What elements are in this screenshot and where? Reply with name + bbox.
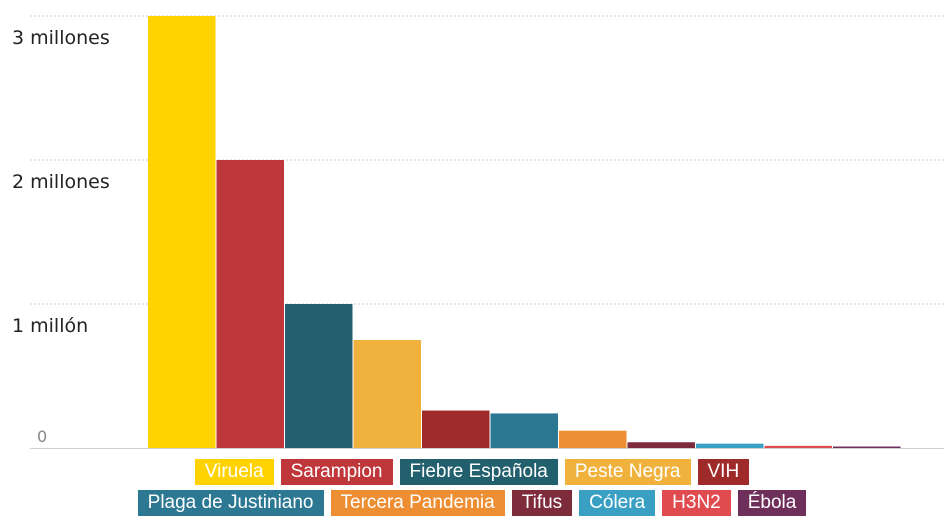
bar-1 — [216, 160, 284, 448]
bar-2 — [285, 304, 353, 448]
legend-item: Tercera Pandemia — [330, 490, 505, 516]
legend-item: Ébola — [737, 490, 807, 516]
legend-item: Cólera — [579, 490, 656, 516]
bar-6 — [559, 430, 627, 448]
legend-item: Tifus — [511, 490, 573, 516]
legend-row-2: Plaga de Justiniano Tercera Pandemia Tifus… — [0, 490, 944, 516]
bars — [148, 16, 901, 448]
y-axis-ticks: 0 1 millón 2 millones 3 millones — [12, 27, 110, 446]
bar-5 — [490, 413, 558, 448]
bar-8 — [696, 443, 764, 448]
bar-3 — [353, 340, 421, 448]
bar-7 — [627, 442, 695, 448]
legend-item: Plaga de Justiniano — [137, 490, 324, 516]
legend-item: Sarampion — [280, 459, 393, 485]
legend-item: Peste Negra — [564, 459, 691, 485]
y-tick-label: 0 — [37, 427, 47, 446]
legend-row-1: Viruela Sarampion Fiebre Española Peste Neg… — [0, 459, 944, 485]
y-tick-label: 3 millones — [12, 27, 110, 49]
legend-item: Fiebre Española — [399, 459, 558, 485]
chart-svg: 0 1 millón 2 millones 3 millones — [12, 15, 944, 449]
legend-item: Viruela — [194, 459, 274, 485]
bar-9 — [764, 445, 832, 448]
bar-0 — [148, 16, 216, 448]
legend-item: H3N2 — [662, 490, 731, 516]
y-tick-label: 2 millones — [12, 171, 110, 193]
bar-10 — [833, 446, 901, 448]
legend-item: VIH — [697, 459, 750, 485]
bar-chart: 0 1 millón 2 millones 3 millones — [12, 15, 944, 449]
y-tick-label: 1 millón — [12, 315, 88, 337]
bar-4 — [422, 410, 490, 448]
